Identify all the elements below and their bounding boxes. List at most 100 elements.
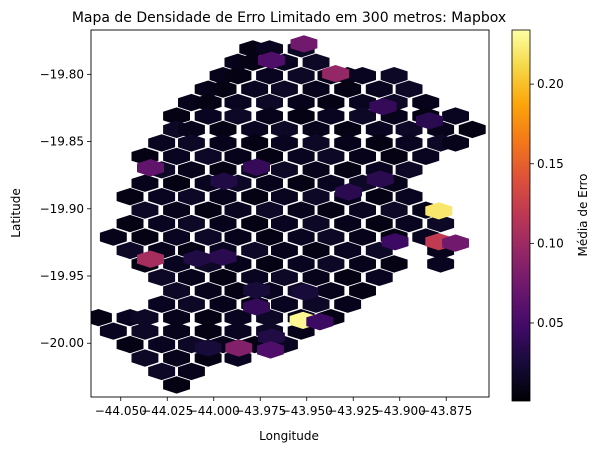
hex-cell-low: [209, 214, 237, 233]
hex-cell-low: [349, 282, 376, 300]
y-tick-label: −20.00: [40, 336, 84, 350]
hex-cell-low: [224, 309, 252, 327]
x-tick-label: −44.000: [188, 404, 240, 418]
hex-cell-low: [163, 174, 190, 192]
hex-cell: [257, 51, 285, 69]
hex-cell-low: [365, 214, 393, 233]
hex-cell: [210, 172, 238, 190]
y-axis-label: Latitude: [9, 188, 23, 237]
hex-cell-low: [302, 214, 330, 233]
hex-cell-low: [224, 107, 252, 125]
y-tick-label: −19.95: [40, 269, 84, 283]
hex-cell-low: [271, 268, 298, 286]
hex-cell: [425, 202, 453, 220]
hex-cell-low: [241, 268, 269, 286]
hex-cell-low: [380, 201, 408, 219]
x-tick-label: −43.925: [327, 404, 379, 418]
hex-cell-low: [302, 268, 330, 286]
hex-cell-low: [178, 214, 205, 233]
hex-cell-low: [224, 201, 252, 219]
hex-cell-low: [317, 93, 345, 112]
hex-cell-low: [163, 228, 190, 246]
hex-cell-low: [194, 201, 222, 219]
hex-cell-low: [163, 107, 190, 125]
hex-cell-low: [334, 161, 362, 179]
hex-cell-low: [302, 161, 330, 179]
hex-cell-low: [194, 309, 222, 327]
hex-cell-low: [163, 255, 190, 273]
hex-cell-low: [302, 295, 330, 313]
hex-cell-low: [131, 201, 159, 219]
hex-cell-low: [209, 80, 237, 98]
hex-cell: [291, 283, 319, 301]
colorbar-ticks: 0.05 0.10 0.15 0.20: [530, 77, 564, 330]
hex-cell-low: [395, 214, 423, 233]
hex-cell-low: [427, 214, 455, 233]
hex-cell-low: [224, 93, 252, 112]
hex-cell-low: [116, 241, 144, 260]
hex-cell-low: [349, 201, 376, 219]
colorbar-label: Média de Erro: [576, 174, 590, 257]
hex-cell-low: [287, 174, 315, 192]
hex-cell: [366, 170, 394, 188]
hex-cell-low: [302, 53, 330, 71]
hex-cell-low: [209, 268, 237, 286]
hex-cell-low: [148, 295, 176, 313]
hex-cell-low: [116, 335, 144, 354]
hex-cell-low: [131, 349, 159, 367]
hex-cell-low: [116, 214, 144, 233]
hex-cell-low: [241, 188, 269, 206]
hex-cell-low: [224, 228, 252, 246]
hex-cell-low: [380, 255, 408, 273]
hex-cell-low: [241, 134, 269, 152]
hex-cell-low: [317, 282, 345, 300]
hex-cell-low: [194, 93, 222, 112]
hex-cell-low: [334, 80, 362, 98]
hex-cell-low: [209, 161, 237, 179]
hex-cell-low: [241, 214, 269, 233]
hex-cell: [381, 233, 409, 251]
colorbar-tick-label: 0.05: [537, 316, 564, 330]
y-tick-label: −19.90: [40, 202, 84, 216]
hex-cell-low: [178, 134, 205, 152]
colorbar-tick-label: 0.20: [537, 77, 564, 91]
hex-cell-low: [178, 295, 205, 313]
hexbin-layer: [91, 35, 486, 394]
hex-cell-low: [380, 67, 408, 85]
hex-cell-low: [194, 228, 222, 246]
hex-cell-low: [334, 295, 362, 313]
hex-cell-low: [317, 255, 345, 273]
hex-cell-low: [131, 322, 159, 340]
hex-cell-low: [334, 268, 362, 286]
hex-cell: [369, 98, 397, 116]
hex-cell-low: [271, 161, 298, 179]
hex-cell: [183, 249, 211, 268]
hex-cell-low: [287, 228, 315, 246]
colorbar-tick-label: 0.15: [537, 157, 564, 171]
x-tick-label: −43.950: [281, 404, 333, 418]
hex-cell-low: [317, 228, 345, 246]
y-axis-ticks: −19.80 −19.85 −19.90 −19.95 −20.00: [40, 67, 91, 350]
hex-cell: [257, 341, 284, 359]
hex-cell-low: [380, 147, 408, 165]
hex-cell-low: [395, 188, 423, 206]
hex-cell: [209, 248, 237, 266]
hex-cell-low: [334, 241, 362, 260]
hex-cell-low: [442, 107, 469, 125]
x-axis-ticks: −44.050−44.025−44.000−43.975−43.950−43.9…: [95, 397, 472, 418]
hex-cell-low: [302, 80, 330, 98]
hex-cell-low: [99, 228, 127, 246]
axes-frame: [90, 29, 490, 398]
hex-cell-low: [241, 241, 269, 260]
hex-cells: [137, 35, 469, 359]
hex-cell: [290, 35, 318, 53]
hex-cell-low: [334, 214, 362, 233]
hex-cell-low: [194, 107, 222, 125]
hex-cell: [243, 158, 270, 176]
y-tick-label: −19.85: [40, 135, 84, 149]
hex-cell-low: [287, 147, 315, 165]
hex-cell-low: [256, 201, 283, 219]
hex-cell-low: [365, 268, 393, 286]
hex-cell-low: [349, 228, 376, 246]
hex-cell-low: [131, 228, 159, 246]
